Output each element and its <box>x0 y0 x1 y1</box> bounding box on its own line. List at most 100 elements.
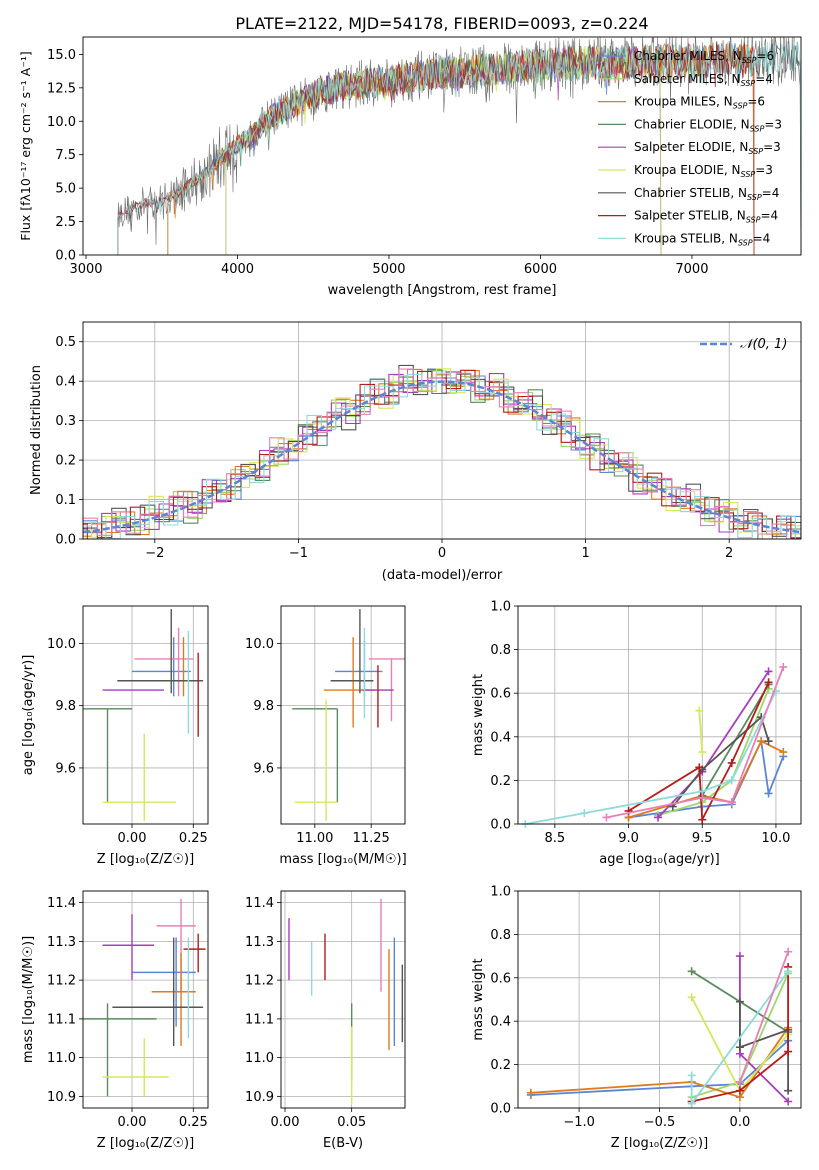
residual-xtick-label: −1 <box>289 546 308 561</box>
spectrum-xtick-label: 3000 <box>69 262 102 277</box>
mw-z-ytick-label: 0.8 <box>490 928 511 943</box>
age-mass-ticks: 11.00 11.25 9.6 9.8 10.0 <box>245 637 390 846</box>
mw-age-xtick-label: 10.0 <box>761 831 790 846</box>
mw-age-ytick-label: 0.0 <box>490 818 511 833</box>
residual-ytick-label: 0.0 <box>55 533 76 548</box>
mw-age-marker <box>764 789 773 798</box>
residual-ytick-label: 0.4 <box>55 375 76 390</box>
mw-age-marker <box>580 809 589 818</box>
mw-z-xtick-label: −0.5 <box>644 1115 676 1130</box>
mw-age-xtick-label: 9.5 <box>692 831 713 846</box>
mass-ebv-ticks: 0.00 0.05 10.9 11.0 11.1 11.2 11.3 11.4 <box>245 896 366 1130</box>
age-mass-xlabel: mass [log₁₀(M/M☉)] <box>279 852 406 867</box>
spectrum-xtick-label: 4000 <box>221 262 254 277</box>
mw-z-marker <box>687 967 696 976</box>
mass-z-ticks: 0.00 0.25 10.9 11.0 11.1 11.2 11.3 11.4 <box>47 896 208 1130</box>
mw-age-xlabel: age [log₁₀(age/yr)] <box>599 852 720 867</box>
legend-label: Kroupa STELIB, NSSP=4 <box>634 231 770 247</box>
mw-z-marker <box>687 1099 696 1108</box>
mw-z-marker <box>687 993 696 1002</box>
model-spectrum-kroupa-stelib <box>117 41 801 255</box>
mw-z-marker <box>784 967 793 976</box>
age-z-ytick-label: 9.8 <box>55 699 76 714</box>
mw-age-marker <box>695 706 704 715</box>
mass-ebv-ytick-label: 11.1 <box>245 1012 274 1027</box>
mass-z-grid <box>83 891 208 1108</box>
normal-curve <box>83 380 801 534</box>
mass-ebv-grid <box>281 891 405 1108</box>
mass-weight-vs-metallicity-panel: −1.0 −0.5 0.0 0.0 0.2 0.4 0.6 0.8 1.0 Z [log₁₀(Z/… <box>471 885 802 1151</box>
mass-z-frame <box>82 890 209 1109</box>
mw-age-lines <box>521 663 788 828</box>
mw-z-ytick-label: 1.0 <box>490 885 511 900</box>
mw-z-ytick-label: 0.2 <box>490 1058 511 1073</box>
mw-z-series-line <box>739 1001 789 1091</box>
mw-age-marker <box>764 737 773 746</box>
mw-z-marker <box>784 1086 793 1095</box>
age-z-ytick-label: 9.6 <box>55 761 76 776</box>
mass-ebv-xlabel: E(B-V) <box>323 1136 363 1151</box>
mw-z-ytick-label: 0.4 <box>490 1015 511 1030</box>
mw-age-series-line <box>525 690 777 825</box>
age-vs-mass-panel: 11.00 11.25 9.6 9.8 10.0 mass [log₁₀(M/M☉)] <box>245 605 407 867</box>
spectrum-xlabel: wavelength [Angstrom, rest frame] <box>328 283 557 298</box>
mw-z-marker <box>784 1047 793 1056</box>
mass-z-errorbars <box>83 898 206 1097</box>
mass-z-ytick-label: 11.2 <box>47 974 76 989</box>
normal-legend-label: 𝒩(0, 1) <box>740 337 787 352</box>
residual-legend: 𝒩(0, 1) <box>700 337 787 352</box>
mw-z-marker <box>735 997 744 1006</box>
mass-ebv-ytick-label: 11.3 <box>245 935 274 950</box>
mass-z-ytick-label: 11.4 <box>47 896 76 911</box>
mw-age-marker <box>654 813 663 822</box>
mw-z-xtick-label: 0.0 <box>730 1115 751 1130</box>
mw-z-lines <box>526 947 793 1108</box>
mw-z-marker <box>735 1086 744 1095</box>
mw-z-marker <box>784 947 793 956</box>
mass-z-ytick-label: 10.9 <box>47 1090 76 1105</box>
mass-vs-metallicity-panel: 0.00 0.25 10.9 11.0 11.1 11.2 11.3 11.4 Z [log₁₀… <box>21 890 209 1151</box>
mw-z-series-line <box>691 967 789 1103</box>
mw-age-series-line <box>672 715 770 808</box>
mass-ebv-ytick-label: 11.2 <box>245 974 274 989</box>
mw-z-marker <box>687 1071 696 1080</box>
spectrum-ylabel: Flux [fλ10⁻¹⁷ erg cm⁻² s⁻¹ A⁻¹] <box>18 51 33 240</box>
mw-age-marker <box>698 793 707 802</box>
age-z-xtick-label: 0.00 <box>118 831 147 846</box>
mw-age-marker <box>602 813 611 822</box>
age-z-xtick-label: 0.25 <box>179 831 208 846</box>
mass-z-ytick-label: 11.0 <box>47 1051 76 1066</box>
mw-age-marker <box>764 667 773 676</box>
age-z-ticks: 0.00 0.25 9.6 9.8 10.0 <box>47 637 208 846</box>
age-z-ytick-label: 10.0 <box>47 637 76 652</box>
mass-ebv-ytick-label: 10.9 <box>245 1090 274 1105</box>
mw-age-marker <box>695 763 704 772</box>
figure-title: PLATE=2122, MJD=54178, FIBERID=0093, z=0… <box>235 14 648 33</box>
mw-age-ytick-label: 0.4 <box>490 730 511 745</box>
spectrum-legend: Chabrier MILES, NSSP=6 Salpeter MILES, NS… <box>598 49 782 247</box>
mw-z-marker <box>784 1097 793 1106</box>
mass-ebv-frame <box>280 890 406 1109</box>
mw-age-marker <box>727 798 736 807</box>
spectrum-ytick-label: 10.0 <box>47 115 76 130</box>
mw-age-ylabel: mass weight <box>471 674 486 756</box>
mw-age-marker <box>698 748 707 757</box>
spectrum-ytick-label: 12.5 <box>47 81 76 96</box>
mass-z-xtick-label: 0.00 <box>118 1115 147 1130</box>
age-z-xlabel: Z [log₁₀(Z/Z☉)] <box>97 852 194 867</box>
legend-label: Chabrier ELODIE, NSSP=3 <box>634 117 782 133</box>
spectrum-xtick-label: 7000 <box>675 262 708 277</box>
age-z-frame <box>82 605 209 825</box>
spectrum-xtick-label: 6000 <box>524 262 557 277</box>
mw-age-marker <box>727 758 736 767</box>
residual-xtick-label: −2 <box>145 546 164 561</box>
residual-ytick-label: 0.5 <box>55 335 76 350</box>
mw-age-ytick-label: 0.8 <box>490 643 511 658</box>
mw-z-ytick-label: 0.0 <box>490 1102 511 1117</box>
mass-z-ytick-label: 11.3 <box>47 935 76 950</box>
legend-label: Salpeter MILES, NSSP=4 <box>634 72 773 88</box>
spectrum-xtick-label: 5000 <box>372 262 405 277</box>
residual-xlabel: (data-model)/error <box>382 568 503 583</box>
legend-label: Salpeter STELIB, NSSP=4 <box>634 209 778 225</box>
residual-xtick-label: 2 <box>725 546 733 561</box>
